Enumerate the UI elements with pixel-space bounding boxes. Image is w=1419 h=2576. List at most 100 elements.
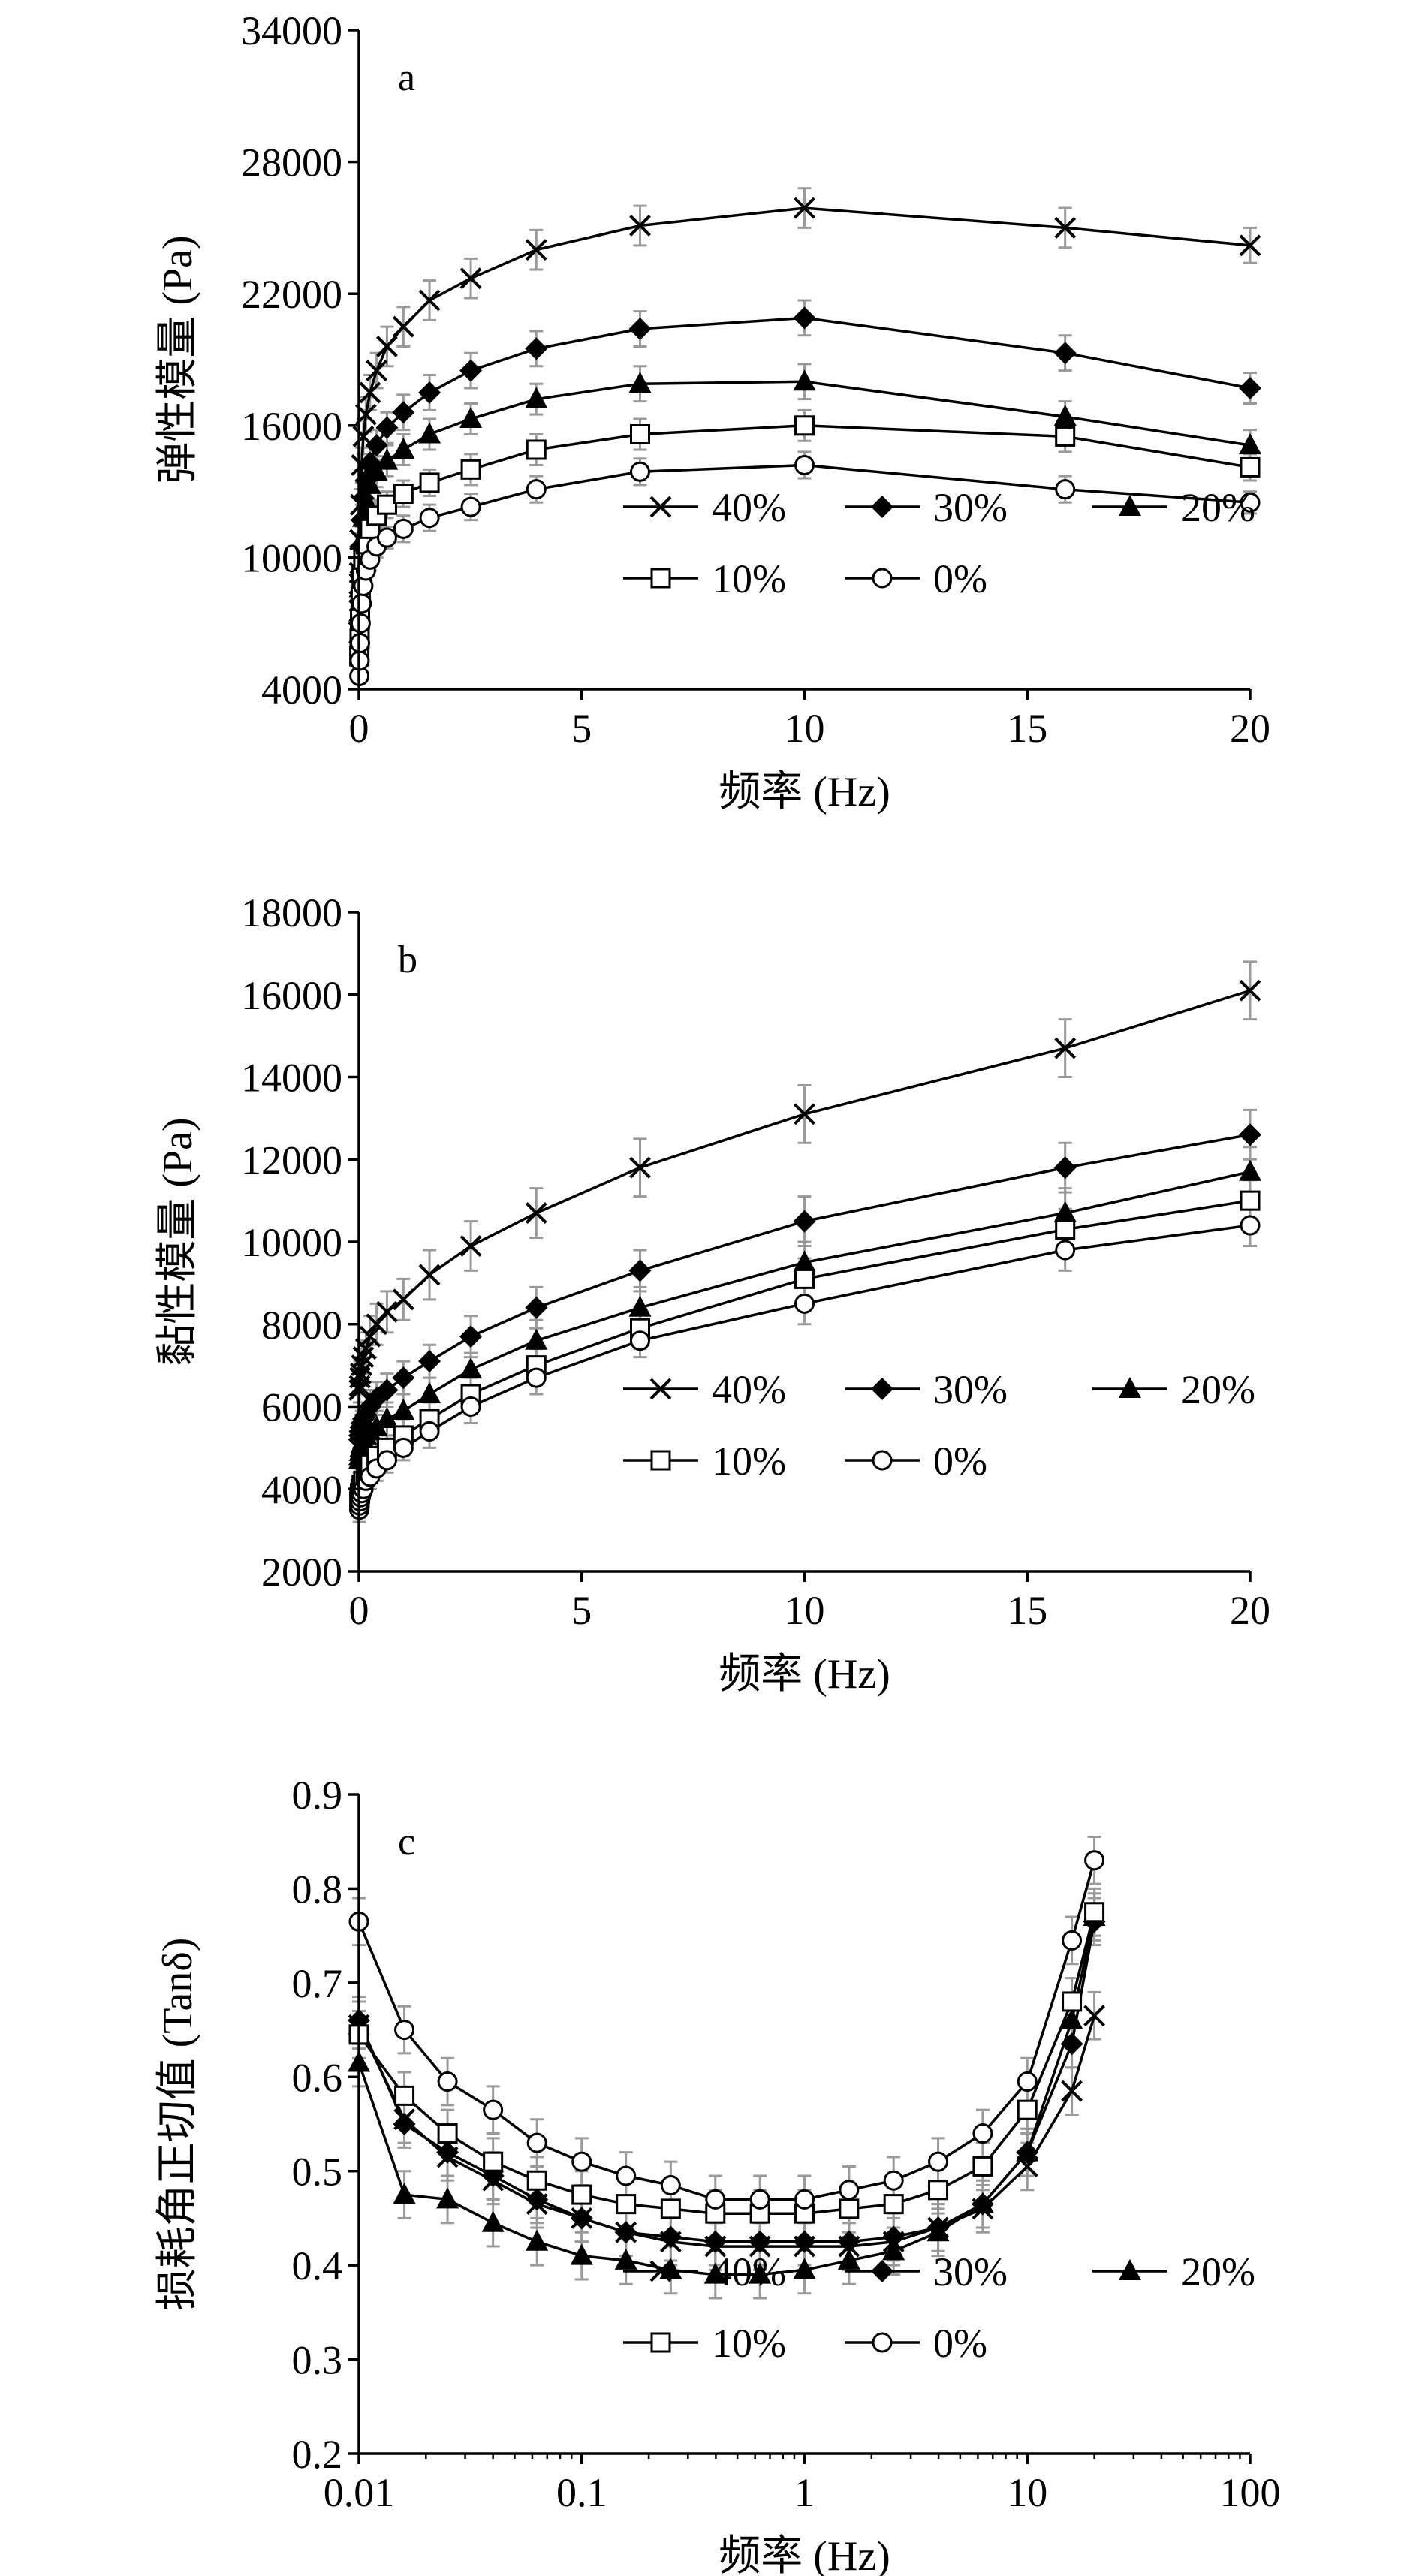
legend-item-30%: 30% [845,485,1008,530]
legend-item-0%: 0% [845,2321,987,2366]
data-point [526,2188,549,2211]
data-point [437,2123,458,2144]
data-point [393,2183,416,2204]
series-points-0% [348,1850,1105,2210]
data-point [483,2151,504,2172]
data-point [1239,234,1261,257]
data-point [418,381,441,404]
data-point [525,1296,548,1319]
data-point [571,2184,592,2205]
data-point [393,2113,416,2135]
data-point [394,2085,415,2106]
data-point [972,2123,993,2144]
data-point [1083,2005,1105,2027]
data-point [972,2156,993,2177]
y-tick-label: 0.5 [292,2150,343,2195]
data-point [1053,405,1077,426]
data-point [418,1350,441,1373]
data-point [392,437,415,459]
data-point [526,2229,549,2251]
data-point [1239,433,1261,455]
data-point [460,496,481,517]
data-point [1084,1850,1105,1871]
series-points-40% [348,979,1261,1401]
y-tick-label: 6000 [261,1385,342,1430]
y-tick-label: 0.7 [292,1961,343,2006]
legend-label: 30% [933,485,1008,530]
data-point [883,2194,904,2215]
y-tick-label: 10000 [241,1220,342,1265]
error-bars-10% [352,408,1257,667]
data-point [1061,2080,1083,2102]
legend-label: 20% [1181,1367,1255,1412]
data-point [749,2262,772,2284]
data-point [793,369,816,391]
legend-item-20%: 20% [1092,1367,1255,1412]
series-points-40% [348,197,1261,613]
data-point [350,613,371,634]
data-point [419,508,440,529]
legend-label: 0% [933,2321,987,2366]
error-bars-40% [352,187,1257,616]
legend-marker [871,1378,893,1400]
data-point [616,2165,637,2186]
panel-letter: a [398,56,415,99]
legend-label: 0% [933,1439,987,1484]
data-point [376,336,398,357]
data-point [971,2192,994,2213]
legend-item-0%: 0% [845,1439,987,1484]
y-tick-label: 16000 [241,404,342,449]
data-point [419,1421,440,1442]
series-line-40% [357,206,1251,601]
data-point [793,1210,816,1233]
legend-marker [1119,1377,1141,1398]
data-point [703,2230,727,2253]
y-tick-label: 28000 [241,140,342,185]
data-point [375,1378,399,1402]
y-tick-label: 0.4 [292,2243,343,2288]
error-bars-20% [352,1892,1101,2300]
data-point [659,2225,682,2249]
y-tick-label: 16000 [241,973,342,1018]
data-point [460,1396,481,1417]
legend-item-30%: 30% [845,1367,1008,1412]
legend-label: 40% [712,485,786,530]
data-point [366,360,388,382]
data-point [392,1398,415,1420]
data-point [392,1288,414,1311]
data-point [394,2020,415,2041]
legend-label: 0% [933,556,987,601]
data-point [1053,342,1077,365]
data-point [359,381,381,404]
legend-marker [872,2332,893,2353]
series-line-0% [357,463,1251,676]
data-point [1055,1219,1076,1240]
data-point [571,2151,592,2172]
x-axis-title: 频率 (Hz) [719,769,890,815]
y-tick-label: 12000 [241,1137,342,1183]
legend-item-30%: 30% [845,2249,1008,2294]
data-point [794,2189,815,2210]
data-point [392,1366,415,1390]
data-point [525,1202,547,1225]
series-points-10% [348,1902,1105,2224]
data-point [393,484,414,505]
data-point [629,424,650,445]
y-tick-label: 10000 [241,535,342,580]
data-point [839,2198,860,2219]
data-point [354,488,378,510]
data-point [351,1354,373,1377]
legend-label: 10% [712,556,786,601]
data-point [570,2243,593,2265]
data-point [837,2248,860,2270]
data-point [614,2221,637,2244]
panel-b: 2000 4000 6000 8000 10000 12000 14000 16000 1800… [155,890,1270,1698]
data-point [1053,1201,1077,1222]
legend-item-10%: 10% [623,1439,786,1484]
y-tick-label: 4000 [261,667,342,713]
data-point [882,2239,905,2261]
legend-marker [872,568,893,589]
legend-item-40%: 40% [623,485,786,530]
series-points-0% [349,454,1261,686]
